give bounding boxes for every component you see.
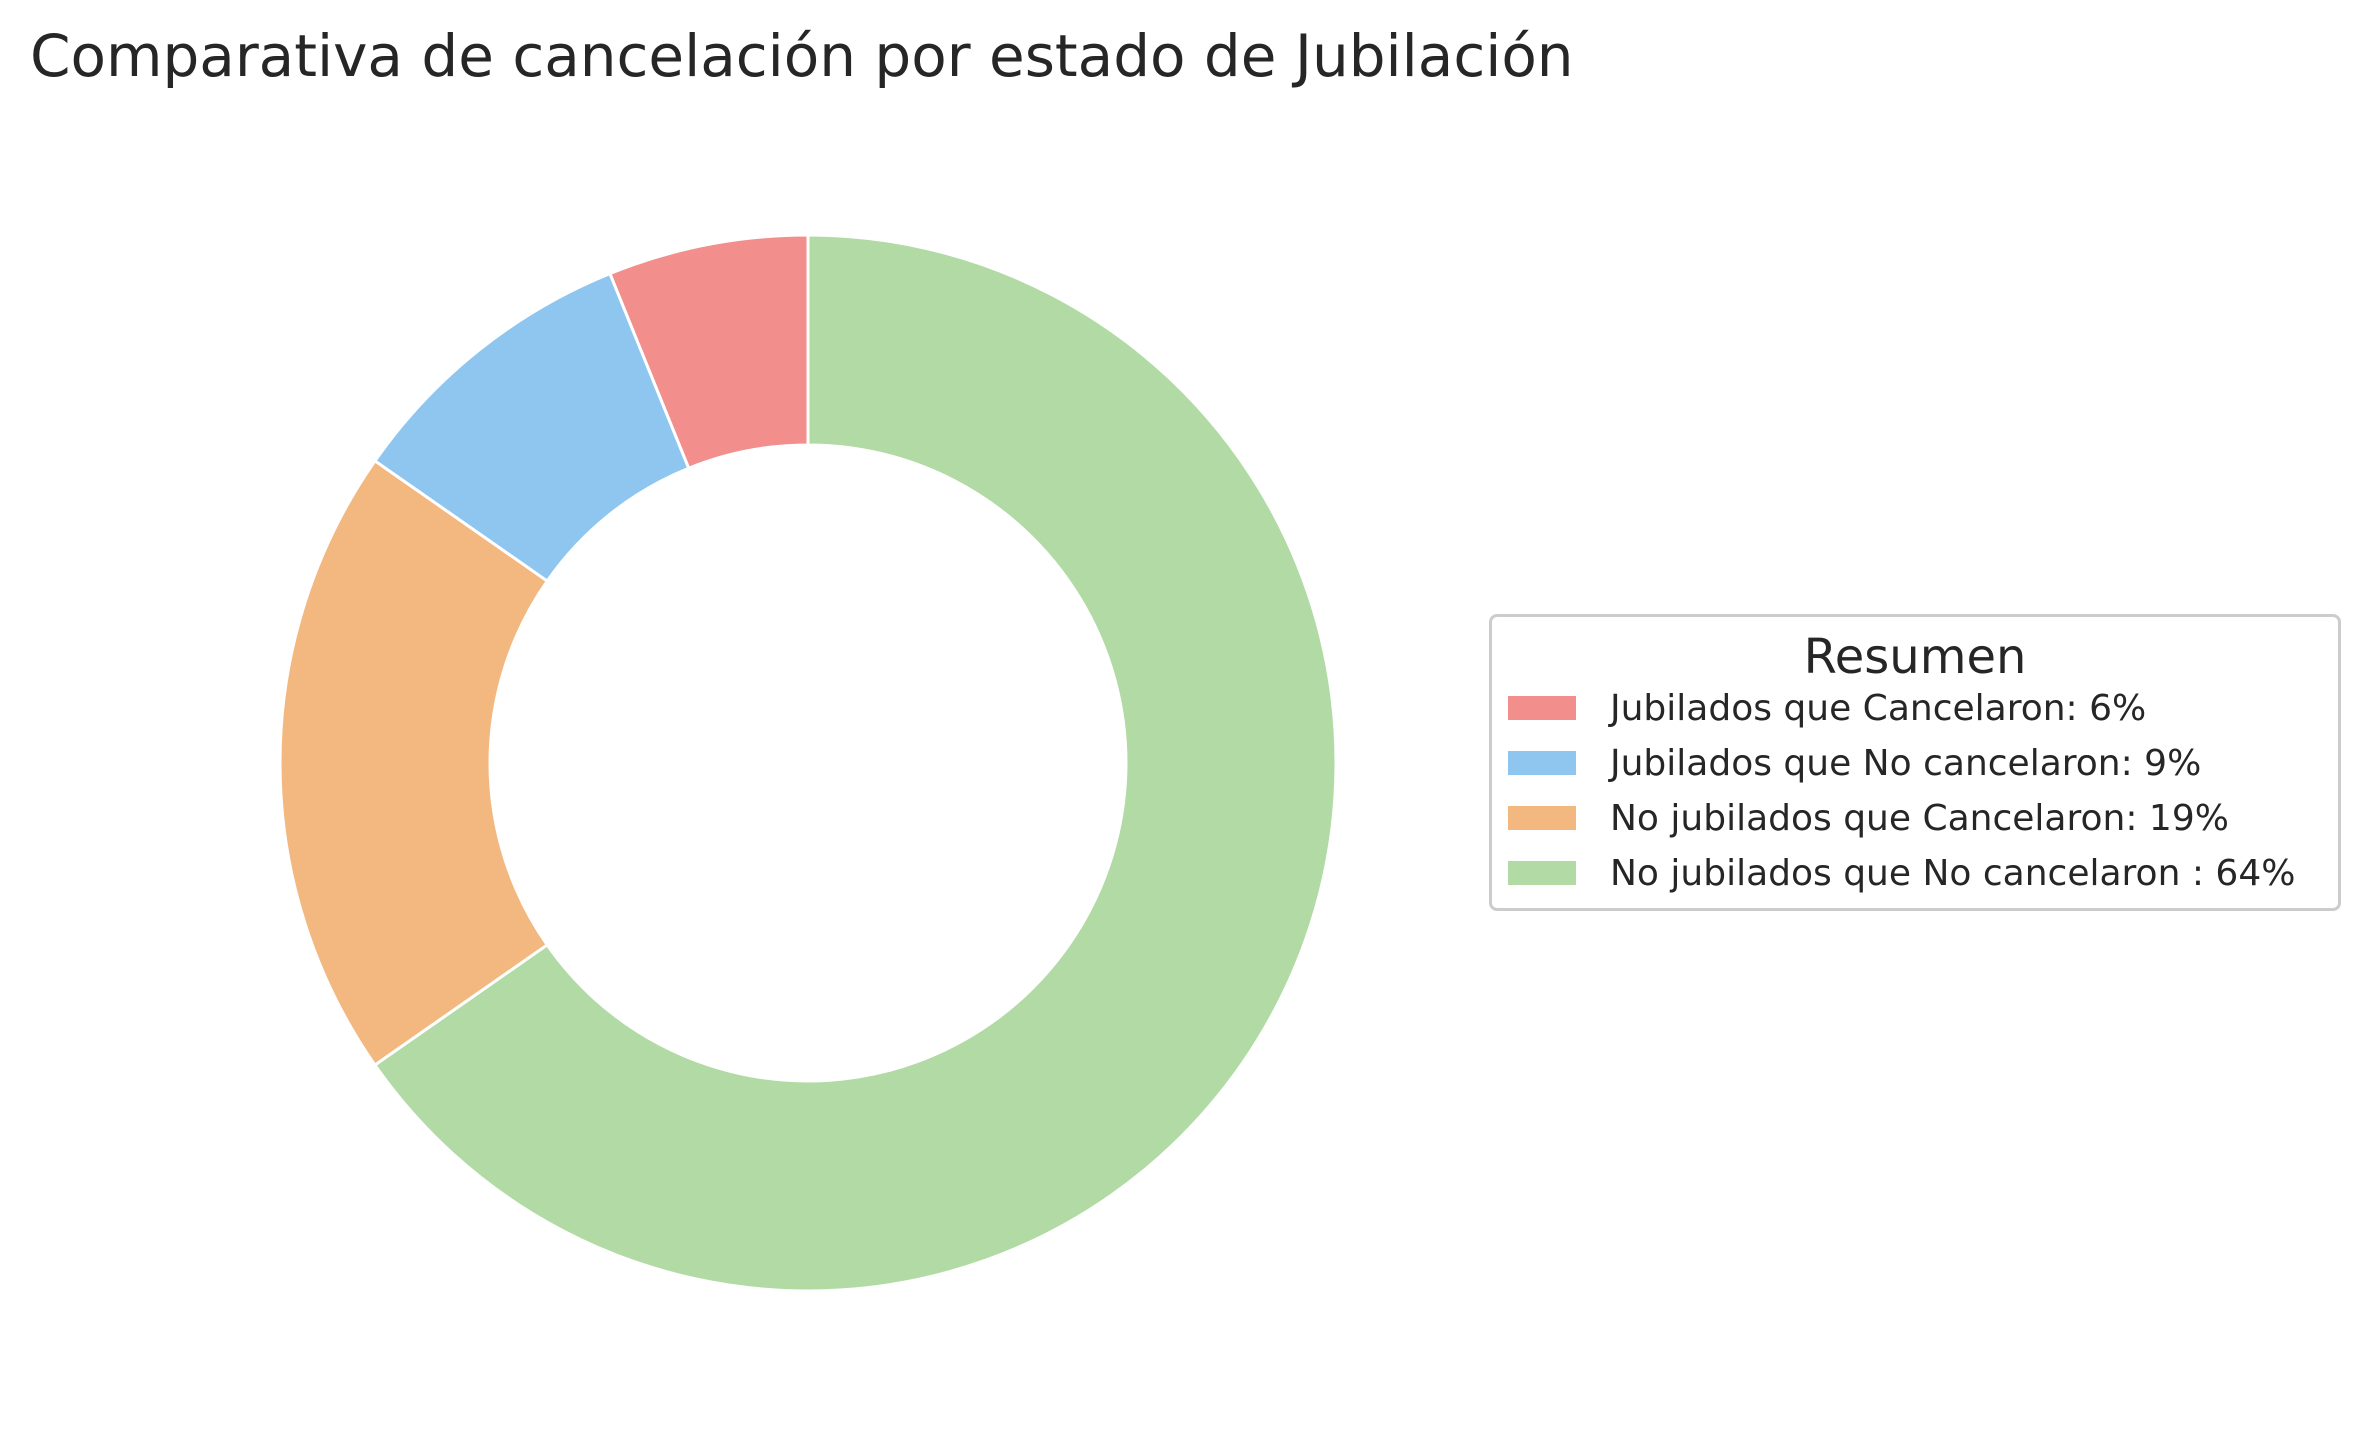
legend-swatch xyxy=(1508,751,1576,775)
legend-swatch xyxy=(1508,861,1576,885)
legend-title: Resumen xyxy=(1803,629,2027,685)
legend: Resumen Jubilados que Cancelaron: 6% Jubi… xyxy=(1489,614,2341,911)
legend-entry-4: No jubilados que No cancelaron : 64% xyxy=(1508,848,2295,898)
donut-slice-4 xyxy=(373,233,1338,1293)
legend-swatch xyxy=(1508,696,1576,720)
legend-entry-3: No jubilados que Cancelaron: 19% xyxy=(1508,793,2229,843)
legend-label: No jubilados que No cancelaron : 64% xyxy=(1610,852,2296,894)
legend-label: Jubilados que Cancelaron: 6% xyxy=(1610,687,2147,729)
legend-entry-2: Jubilados que No cancelaron: 9% xyxy=(1508,738,2201,788)
legend-label: No jubilados que Cancelaron: 19% xyxy=(1610,797,2229,839)
donut-slice-3 xyxy=(278,459,549,1067)
donut-slices xyxy=(278,233,1338,1293)
legend-label: Jubilados que No cancelaron: 9% xyxy=(1610,742,2202,784)
chart-title: Comparativa de cancelación por estado de… xyxy=(30,22,1574,90)
legend-swatch xyxy=(1508,806,1576,830)
legend-entry-1: Jubilados que Cancelaron: 6% xyxy=(1508,683,2146,733)
donut-chart xyxy=(278,233,1338,1293)
